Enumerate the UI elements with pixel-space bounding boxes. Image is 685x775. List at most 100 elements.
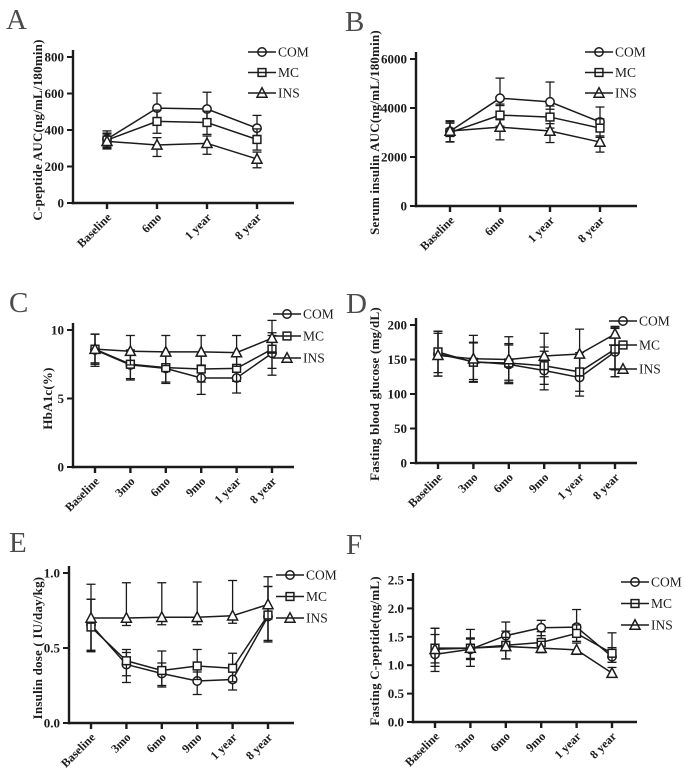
legend-item-COM: COM [585,45,646,60]
data-point-INS [150,138,164,150]
data-point-MC [227,663,238,673]
y-tick-label: 0.5 [44,641,61,656]
legend-square-icon [618,340,628,350]
series-MC [433,327,620,392]
legend-label: COM [639,314,670,329]
legend-circle-icon [594,47,604,57]
legend-circle-icon [282,309,292,319]
data-point-INS [226,608,239,621]
data-point-INS [200,136,214,149]
series-line-INS [434,645,613,674]
series-MC [90,332,277,383]
legend-square-icon [594,67,604,78]
x-tick-label: 1 year [182,210,215,243]
series-INS [428,633,619,679]
x-tick-label: 1 year [211,474,244,507]
series-line-INS [449,126,601,143]
legend-label: MC [303,329,324,344]
panel-b-chart: Serum insulin AUC(ng/mL/180min) 0 2000 4000… [367,30,646,253]
legend-label: MC [306,589,327,604]
legend-label: COM [651,575,682,590]
x-tick-label: 8 year [575,213,608,246]
x-tick-label: 6mo [487,729,512,754]
y-tick-label: 1.0 [388,658,404,673]
x-tick-label: 3mo [455,470,480,495]
series-line-MC [90,614,269,672]
data-point-INS [250,152,264,164]
data-point-INS [84,611,98,623]
data-point-INS [230,345,243,358]
x-tick-label: Baseline [402,729,443,770]
legend-label: INS [651,618,673,633]
legend-triangle-icon [592,86,606,98]
panel-e-chart: Insulin dose ( IU/day/kg)0.0 0.5 1.0 Baseli… [30,566,337,771]
legend-label: INS [615,86,637,101]
legend-circle-icon [285,570,295,580]
x-tick-label: 6mo [139,210,164,235]
legend-label: COM [615,45,646,60]
series-line-COM [106,107,258,140]
y-tick-label: 0.0 [44,716,60,731]
data-point-MC [152,116,162,127]
legend-circle-icon [257,47,267,57]
data-point-INS [120,611,133,623]
legend-square-icon [630,598,640,609]
y-tick-label: 0 [401,456,408,471]
data-point-MC [607,648,617,658]
data-point-INS [265,331,279,344]
legend-circle-icon [618,316,628,326]
y-tick-label: 0 [58,196,65,211]
panel-letter-f: F [346,529,363,561]
legend-label: COM [278,45,309,60]
series-line-COM [449,97,601,132]
y-tick-label: 0.0 [388,715,404,730]
data-point-INS [159,345,173,357]
data-point-INS [467,351,480,364]
x-tick-label: 8 year [587,729,620,762]
legend-item-INS: INS [585,86,637,101]
series-MC [86,585,273,687]
data-point-INS [543,124,557,136]
x-tick-label: 3mo [452,729,477,754]
x-tick-label: 9mo [526,470,551,495]
legend-triangle-icon [283,611,297,623]
legend-item-COM: COM [609,314,670,329]
legend-square-icon [282,331,292,341]
series-line-INS [91,603,269,619]
series-COM [90,333,277,396]
legend-triangle-icon [628,618,642,630]
y-tick-label: 5 [58,391,65,406]
legend-item-COM: COM [273,307,334,322]
panel-f-chart: Fasting C-peptide(ng/mL) 0.0 0.5 1.0 1.5 2.0 2… [367,573,682,770]
y-tick-label: 10 [51,323,64,338]
y-tick-label: 2.0 [388,601,404,616]
y-tick-label: 2000 [381,150,407,165]
data-point-INS [534,641,548,654]
legend-item-INS: INS [248,86,300,101]
x-tick-label: 8 year [247,474,280,507]
y-tick-label: 400 [45,123,65,138]
legend-item-MC: MC [621,596,672,611]
x-tick-label: 1 year [554,470,587,503]
data-point-INS [261,597,275,610]
data-point-INS [593,135,607,148]
y-tick-label: 4000 [381,101,407,116]
legend-item-COM: COM [621,575,682,590]
y-tick-label: 1.0 [44,566,60,581]
legend-item-MC: MC [248,65,299,80]
y-tick-label: 0 [58,460,65,475]
series-COM [445,77,605,143]
y-tick-label: 50 [394,421,407,436]
x-tick-label: 9mo [183,474,208,499]
y-tick-label: 100 [388,387,408,402]
legend-square-icon [285,591,295,602]
data-point-INS [499,639,513,652]
data-point-MC [571,628,582,639]
series-COM [433,327,620,397]
data-point-MC [192,661,202,671]
data-point-INS [493,120,507,133]
x-tick-label: 3mo [108,730,133,755]
legend-label: MC [639,338,660,353]
y-tick-label: 0 [401,199,408,214]
panel-letter-e: E [9,527,27,559]
